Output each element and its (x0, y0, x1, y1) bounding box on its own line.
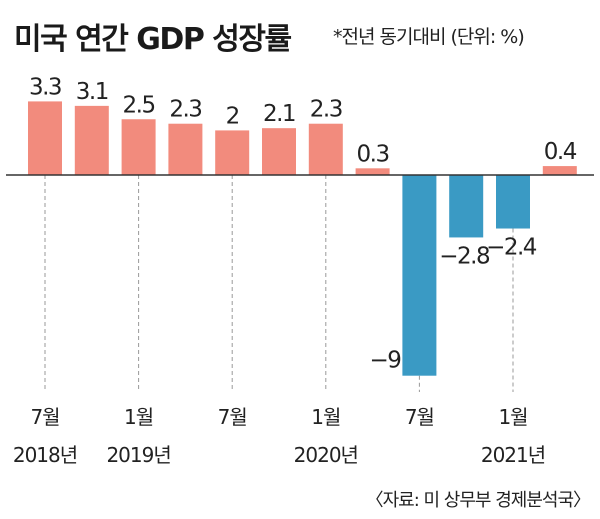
bar-2019Q4 (262, 128, 296, 175)
bar-2019Q1 (121, 119, 156, 175)
tick-guides (44, 175, 514, 392)
value-label-2020Q2: 0.3 (357, 141, 389, 167)
value-labels: 3.3 3.1 2.5 2.3 2 2.1 2.3 0.3 −9 −2.8−2.4 0.4 (29, 74, 578, 374)
value-label-2018Q4: 3.1 (76, 79, 108, 105)
bar-2018Q4 (74, 105, 109, 175)
x-tick-month: 1월 (498, 405, 527, 429)
value-label-2021Q2: 0.4 (544, 139, 577, 165)
chart-title: 미국 연간 GDP 성장률 (14, 22, 292, 57)
x-axis-labels: 7월 2018년 1월 2019년 7월 1월 2020년 7월 1월 2021년 (13, 405, 546, 467)
x-tick-month: 1월 (124, 405, 153, 429)
value-label-2019Q4: 2.1 (263, 101, 295, 127)
bar-2018Q3 (28, 101, 62, 175)
value-label-2020Q4: −2.8 (439, 243, 490, 269)
x-tick-year: 2019년 (106, 443, 170, 467)
bar-2020Q2 (355, 168, 390, 175)
source-note: 〈자료: 미 상무부 경제분석국〉 (365, 490, 591, 511)
bar-2020Q4 (449, 175, 484, 238)
value-label-2018Q3: 3.3 (29, 74, 61, 100)
x-tick-month: 7월 (30, 405, 59, 429)
x-tick-year: 2020년 (294, 443, 358, 467)
bar-2019Q3 (215, 130, 250, 175)
value-label-2021Q1: −2.4 (486, 235, 537, 261)
bar-2020Q1 (308, 123, 343, 175)
value-label-2020Q1: 2.3 (310, 97, 342, 123)
x-tick-month: 1월 (311, 405, 340, 429)
value-label-2019Q3: 2 (226, 103, 239, 129)
x-tick-month: 7월 (218, 405, 247, 429)
bar-2019Q2 (168, 123, 203, 175)
x-tick-year: 2018년 (13, 443, 77, 467)
value-label-2019Q1: 2.5 (123, 92, 155, 118)
bars (28, 101, 577, 376)
unit-note: *전년 동기대비 (단위: %) (333, 26, 525, 48)
bar-2021Q1 (496, 175, 530, 229)
value-label-2020Q3: −9 (369, 348, 401, 374)
bar-2020Q3 (402, 175, 437, 376)
x-tick-year: 2021년 (481, 443, 545, 467)
x-tick-month: 7월 (405, 405, 434, 429)
bar-2021Q2 (542, 166, 577, 175)
value-label-2019Q2: 2.3 (169, 97, 201, 123)
